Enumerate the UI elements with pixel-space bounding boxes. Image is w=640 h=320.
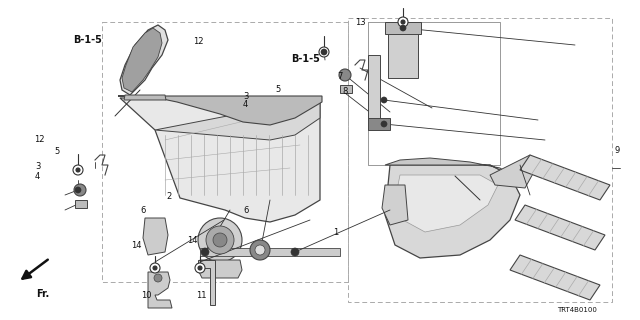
Text: 11: 11 bbox=[196, 291, 207, 300]
Circle shape bbox=[250, 240, 270, 260]
Text: 3: 3 bbox=[35, 162, 40, 171]
Circle shape bbox=[319, 47, 329, 57]
Polygon shape bbox=[122, 28, 162, 92]
Polygon shape bbox=[398, 175, 498, 232]
Circle shape bbox=[381, 121, 387, 127]
Text: TRT4B0100: TRT4B0100 bbox=[557, 308, 596, 313]
Text: 14: 14 bbox=[132, 241, 142, 250]
Text: 10: 10 bbox=[141, 291, 151, 300]
Circle shape bbox=[398, 17, 408, 27]
Polygon shape bbox=[382, 185, 408, 225]
Polygon shape bbox=[155, 98, 320, 140]
Text: 4: 4 bbox=[35, 172, 40, 181]
Text: 9: 9 bbox=[614, 146, 620, 155]
Bar bbox=[368, 55, 380, 120]
Polygon shape bbox=[490, 155, 535, 188]
Polygon shape bbox=[510, 255, 600, 300]
Circle shape bbox=[401, 20, 405, 24]
Circle shape bbox=[291, 248, 299, 256]
Text: 8: 8 bbox=[342, 87, 348, 96]
Circle shape bbox=[74, 184, 86, 196]
Circle shape bbox=[150, 263, 160, 273]
Text: 6: 6 bbox=[243, 206, 248, 215]
Text: 14: 14 bbox=[187, 236, 197, 245]
Text: 2: 2 bbox=[166, 192, 172, 201]
Polygon shape bbox=[200, 248, 340, 256]
Circle shape bbox=[198, 218, 242, 262]
Polygon shape bbox=[385, 158, 510, 175]
Bar bbox=[340, 85, 352, 93]
Text: 4: 4 bbox=[243, 100, 248, 109]
Polygon shape bbox=[124, 95, 166, 100]
Text: 1: 1 bbox=[333, 228, 338, 237]
Circle shape bbox=[213, 233, 227, 247]
Polygon shape bbox=[198, 260, 215, 305]
Bar bbox=[388, 28, 418, 78]
Circle shape bbox=[154, 274, 162, 282]
Text: 12: 12 bbox=[35, 135, 45, 144]
Polygon shape bbox=[120, 98, 320, 222]
Bar bbox=[75, 200, 87, 208]
Circle shape bbox=[153, 266, 157, 270]
Polygon shape bbox=[515, 205, 605, 250]
Circle shape bbox=[73, 165, 83, 175]
Circle shape bbox=[321, 49, 327, 55]
Text: 3: 3 bbox=[243, 92, 248, 100]
Circle shape bbox=[195, 263, 205, 273]
Bar bbox=[368, 118, 390, 130]
Polygon shape bbox=[143, 218, 168, 255]
Polygon shape bbox=[120, 25, 168, 95]
Polygon shape bbox=[385, 165, 520, 258]
Polygon shape bbox=[198, 260, 242, 278]
Polygon shape bbox=[148, 272, 172, 308]
Polygon shape bbox=[118, 96, 322, 125]
Text: B-1-5: B-1-5 bbox=[291, 54, 320, 64]
Text: 6: 6 bbox=[141, 206, 146, 215]
Text: 12: 12 bbox=[193, 37, 204, 46]
Circle shape bbox=[201, 248, 209, 256]
Text: 7: 7 bbox=[338, 72, 343, 81]
Circle shape bbox=[322, 50, 326, 54]
Polygon shape bbox=[520, 155, 610, 200]
Circle shape bbox=[400, 25, 406, 31]
Text: 5: 5 bbox=[275, 85, 280, 94]
Circle shape bbox=[76, 168, 80, 172]
Bar bbox=[385, 22, 421, 34]
Text: Fr.: Fr. bbox=[36, 289, 50, 299]
Circle shape bbox=[255, 245, 265, 255]
Text: 13: 13 bbox=[355, 18, 366, 27]
Circle shape bbox=[381, 97, 387, 103]
Circle shape bbox=[75, 187, 81, 193]
Text: 5: 5 bbox=[54, 147, 60, 156]
Circle shape bbox=[339, 69, 351, 81]
Circle shape bbox=[206, 226, 234, 254]
Text: B-1-5: B-1-5 bbox=[74, 35, 102, 45]
Circle shape bbox=[198, 266, 202, 270]
